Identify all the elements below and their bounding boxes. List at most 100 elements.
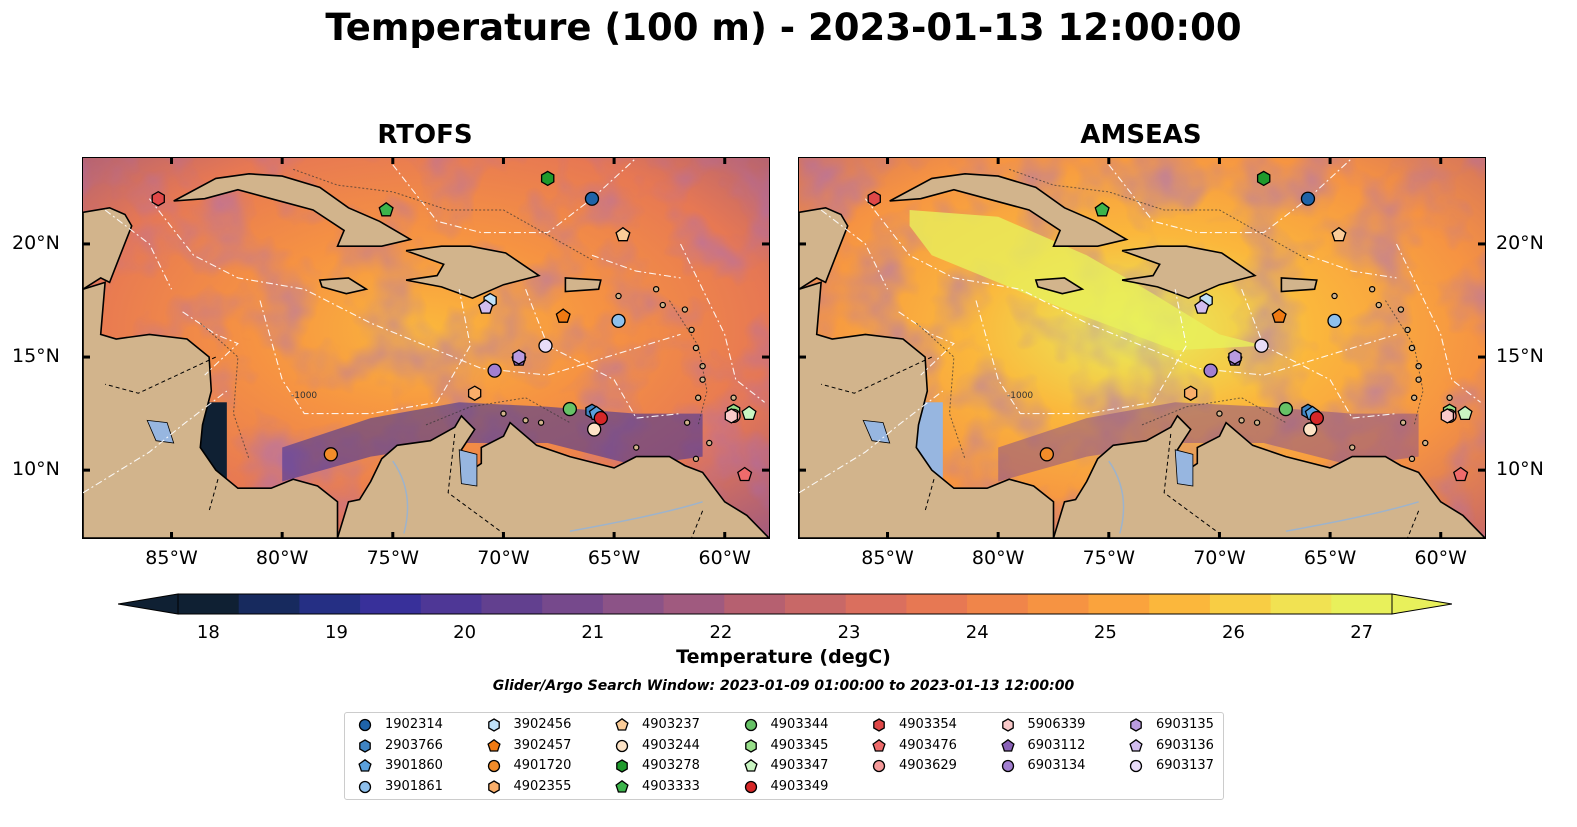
page-title: Temperature (100 m) - 2023-01-13 12:00:0… <box>325 6 1242 49</box>
land-yucatan <box>799 206 849 291</box>
colorbar-tick-label: 23 <box>837 622 861 643</box>
bathymetry-contour-1 <box>668 300 708 426</box>
float-marker-6903137 <box>538 338 553 353</box>
legend-label: 2903766 <box>385 737 443 753</box>
island-4 <box>1410 394 1418 401</box>
legend-marker-circle-icon <box>358 780 372 793</box>
eez-boundary-2 <box>1241 288 1397 419</box>
legend-marker <box>358 780 372 793</box>
float-marker-6903136 <box>478 299 494 314</box>
legend-label: 4903344 <box>770 717 829 732</box>
lat-tick-label-left: 15°N <box>12 345 60 368</box>
colorbar-segment <box>542 594 604 614</box>
eez-boundary-2 <box>525 288 681 419</box>
legend-marker-hexagon-icon <box>487 779 500 794</box>
legend-item-6903135: 6903135 <box>1128 716 1248 734</box>
river-magdalena <box>392 460 409 534</box>
float-marker-4903333 <box>1094 201 1110 217</box>
float-marker-4901720 <box>323 447 338 462</box>
island-0 <box>688 326 695 334</box>
legend-marker <box>1000 738 1015 752</box>
legend-marker-circle-icon <box>358 718 372 732</box>
legend-label: 4903347 <box>770 758 829 773</box>
legend-marker-hexagon-icon <box>359 738 371 753</box>
legend-marker-circle-icon <box>1001 759 1014 773</box>
land-cuba <box>889 172 1129 247</box>
legend-marker-pentagon-icon <box>358 758 372 772</box>
land-cuba <box>173 172 413 247</box>
legend-marker <box>1001 759 1014 773</box>
legend-label: 4903629 <box>899 758 957 773</box>
island-7 <box>1368 285 1376 293</box>
legend-marker <box>744 718 757 732</box>
land-puertorico <box>564 277 602 293</box>
island-1 <box>1408 344 1416 352</box>
legend-marker <box>487 759 500 773</box>
colorbar <box>117 592 1453 616</box>
island-14 <box>1408 455 1416 463</box>
colorbar-tick-label: 26 <box>1222 622 1245 643</box>
colorbar-segment <box>906 594 968 614</box>
map-panel-amseas[interactable]: -1000 <box>798 157 1486 539</box>
map-panel-rtofs[interactable]: -1000 <box>82 157 770 539</box>
colorbar-outline <box>177 593 1393 615</box>
legend-item-4903349: 4903349 <box>743 778 863 796</box>
colorbar-segment <box>1149 594 1211 614</box>
legend-label: 6903135 <box>1156 717 1214 732</box>
lon-tick-label: 80°W <box>971 547 1025 569</box>
legend-label: 6903137 <box>1156 758 1214 773</box>
eez-boundary-5 <box>1396 243 1481 403</box>
colorbar-segment <box>785 594 847 614</box>
legend-label: 4903349 <box>770 778 829 794</box>
float-marker-4903354 <box>151 190 165 207</box>
colorbar-tick-label: 22 <box>709 622 733 643</box>
float-marker-3902457 <box>1271 308 1287 323</box>
eez-boundary-4 <box>182 311 239 376</box>
search-window-text: Glider/Argo Search Window: 2023-01-09 01… <box>492 678 1075 694</box>
legend-marker <box>615 717 629 731</box>
legend-item-6903137: 6903137 <box>1128 757 1248 775</box>
colorbar-segment <box>360 594 422 614</box>
lat-tick-label-left: 10°N <box>12 458 60 481</box>
country-borders <box>104 356 704 538</box>
contour-label: -1000 <box>291 391 317 401</box>
legend-marker-hexagon-icon <box>1001 718 1014 732</box>
land-puertorico <box>1280 277 1318 293</box>
lat-tick-label-left: 20°N <box>12 231 60 254</box>
legend-item-3901861: 3901861 <box>357 778 477 796</box>
legend-item-6903134: 6903134 <box>1000 757 1120 775</box>
eez-boundary-3 <box>1108 158 1353 234</box>
float-marker-4903333 <box>378 201 394 217</box>
lon-tick-label: 70°W <box>477 547 530 569</box>
colorbar-over-extend <box>1391 593 1453 615</box>
colorbar-under-extend <box>117 593 179 615</box>
bathymetry-contour-3 <box>293 168 593 261</box>
legend-marker-hexagon-icon <box>487 718 500 732</box>
float-marker-4903278 <box>1256 170 1271 187</box>
legend-item-1902314: 1902314 <box>357 716 477 734</box>
legend-item-4903345: 4903345 <box>743 737 863 755</box>
legend-marker-hexagon-icon <box>873 718 885 732</box>
legend-item-3901860: 3901860 <box>357 757 477 775</box>
legend-marker-circle-icon <box>1129 759 1143 773</box>
float-marker-4903349 <box>593 410 608 426</box>
legend-item-6903136: 6903136 <box>1128 737 1248 755</box>
float-marker-4903347 <box>1457 405 1473 421</box>
land-hispaniola <box>405 245 541 300</box>
island-6 <box>1446 394 1453 401</box>
colorbar-tick-label: 18 <box>196 622 220 643</box>
legend-item-4903629: 4903629 <box>871 757 991 775</box>
legend-item-4903333: 4903333 <box>614 778 734 796</box>
legend-marker-circle-icon <box>872 759 886 773</box>
legend-label: 6903136 <box>1156 737 1214 753</box>
legend-label: 4903476 <box>899 737 957 753</box>
legend-label: 3902457 <box>513 737 572 753</box>
panel-title-amseas: AMSEAS <box>1080 120 1202 150</box>
lat-tick-label-right: 10°N <box>1496 458 1544 481</box>
legend-item-4903347: 4903347 <box>743 757 863 775</box>
island-10 <box>681 306 689 313</box>
lat-tick-label-right: 15°N <box>1496 345 1544 368</box>
legend-marker <box>615 739 629 752</box>
land-centralAmerica <box>83 281 339 538</box>
legend-marker <box>743 758 758 772</box>
